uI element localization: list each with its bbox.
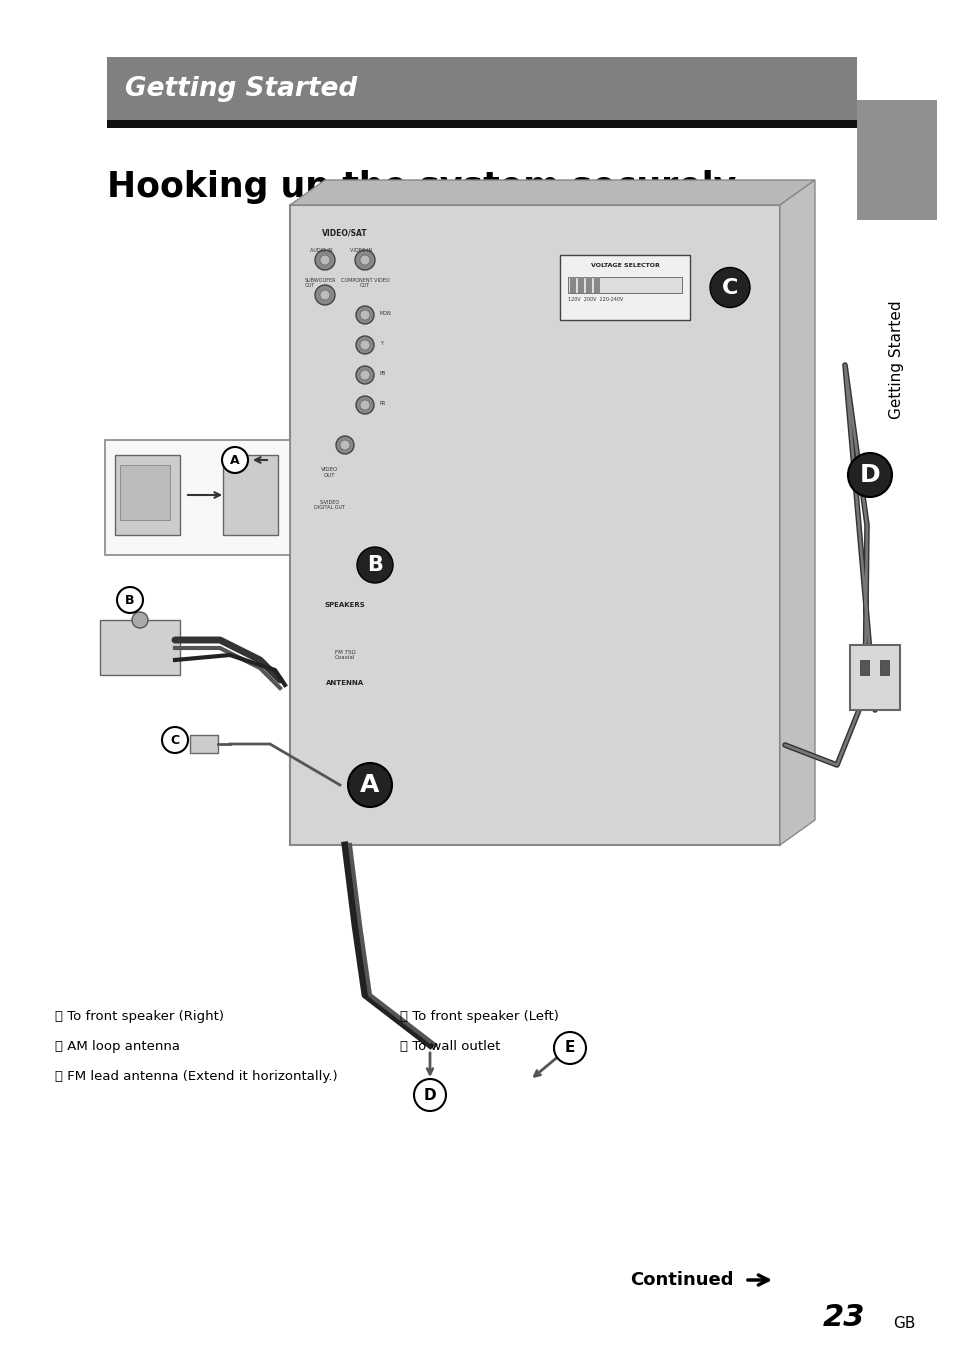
Circle shape	[355, 396, 374, 414]
Circle shape	[162, 727, 188, 753]
Bar	[290, 205, 780, 845]
Bar	[223, 455, 277, 535]
Polygon shape	[780, 180, 814, 845]
Polygon shape	[290, 180, 814, 205]
Circle shape	[359, 341, 370, 350]
Bar	[569, 277, 576, 293]
Circle shape	[847, 453, 891, 497]
Circle shape	[319, 255, 330, 265]
Circle shape	[314, 250, 335, 270]
Bar	[559, 255, 689, 320]
Circle shape	[132, 612, 148, 628]
Text: E: E	[564, 1041, 575, 1056]
Text: PR: PR	[379, 400, 386, 406]
Circle shape	[554, 1033, 585, 1064]
Circle shape	[414, 1079, 446, 1111]
Bar	[105, 440, 290, 555]
Circle shape	[339, 440, 350, 451]
Text: SUBWOOFER
OUT: SUBWOOFER OUT	[305, 278, 336, 289]
Text: B: B	[367, 555, 382, 575]
Text: Continued: Continued	[629, 1272, 733, 1289]
Text: 120V  200V  220-240V: 120V 200V 220-240V	[567, 297, 622, 303]
Text: SPEAKERS: SPEAKERS	[324, 603, 365, 608]
Text: B: B	[125, 593, 134, 607]
Bar	[120, 465, 170, 520]
Bar	[585, 277, 592, 293]
Text: Y: Y	[379, 341, 382, 346]
Text: A: A	[360, 773, 379, 797]
Circle shape	[222, 446, 248, 474]
Text: Hooking up the system securely: Hooking up the system securely	[107, 170, 736, 204]
Circle shape	[356, 547, 393, 584]
Bar	[856, 100, 936, 220]
Bar	[567, 277, 681, 293]
Text: Ⓐ To front speaker (Right): Ⓐ To front speaker (Right)	[55, 1010, 224, 1023]
Text: ANTENNA: ANTENNA	[326, 680, 364, 687]
Bar	[100, 620, 180, 674]
Text: AUDIO IN: AUDIO IN	[310, 247, 333, 252]
Text: VIDEO
OUT: VIDEO OUT	[321, 467, 338, 478]
Text: VIDEO IN: VIDEO IN	[350, 247, 372, 252]
Circle shape	[359, 370, 370, 380]
Circle shape	[319, 290, 330, 300]
Circle shape	[355, 337, 374, 354]
Text: COMPONENT VIDEO
OUT: COMPONENT VIDEO OUT	[340, 278, 389, 289]
Text: MON: MON	[379, 311, 392, 315]
Circle shape	[709, 267, 749, 308]
Bar	[879, 660, 888, 674]
Bar	[594, 277, 599, 293]
Text: C: C	[721, 277, 738, 297]
Text: VOLTAGE SELECTOR: VOLTAGE SELECTOR	[590, 263, 659, 267]
Text: Ⓓ To front speaker (Left): Ⓓ To front speaker (Left)	[399, 1010, 558, 1023]
Circle shape	[359, 255, 370, 265]
Text: Getting Started: Getting Started	[888, 301, 903, 419]
Circle shape	[335, 436, 354, 455]
Bar	[107, 57, 856, 119]
Text: Ⓒ FM lead antenna (Extend it horizontally.): Ⓒ FM lead antenna (Extend it horizontall…	[55, 1071, 337, 1083]
Text: Getting Started: Getting Started	[125, 76, 356, 102]
Text: Ⓔ To wall outlet: Ⓔ To wall outlet	[399, 1039, 500, 1053]
Text: A: A	[230, 453, 239, 467]
Text: C: C	[171, 734, 179, 746]
Circle shape	[359, 400, 370, 410]
Circle shape	[314, 285, 335, 305]
Text: D: D	[423, 1087, 436, 1102]
Circle shape	[355, 305, 374, 324]
Text: S-VIDEO
DIGITAL OUT: S-VIDEO DIGITAL OUT	[314, 499, 345, 510]
Circle shape	[355, 250, 375, 270]
Circle shape	[355, 366, 374, 384]
Circle shape	[348, 763, 392, 807]
Text: 23: 23	[821, 1304, 864, 1333]
Text: D: D	[859, 463, 880, 487]
Bar	[849, 645, 899, 710]
Text: VIDEO/SAT: VIDEO/SAT	[322, 228, 368, 237]
Bar	[578, 277, 583, 293]
Text: Ⓑ AM loop antenna: Ⓑ AM loop antenna	[55, 1039, 180, 1053]
Text: FM 75Ω
Coaxial: FM 75Ω Coaxial	[335, 650, 355, 661]
Text: PB: PB	[379, 370, 386, 376]
Bar	[115, 455, 180, 535]
Bar	[859, 660, 868, 674]
Circle shape	[359, 309, 370, 320]
Circle shape	[117, 588, 143, 613]
Bar	[107, 119, 856, 128]
Text: GB: GB	[892, 1315, 915, 1330]
Bar	[190, 735, 218, 753]
